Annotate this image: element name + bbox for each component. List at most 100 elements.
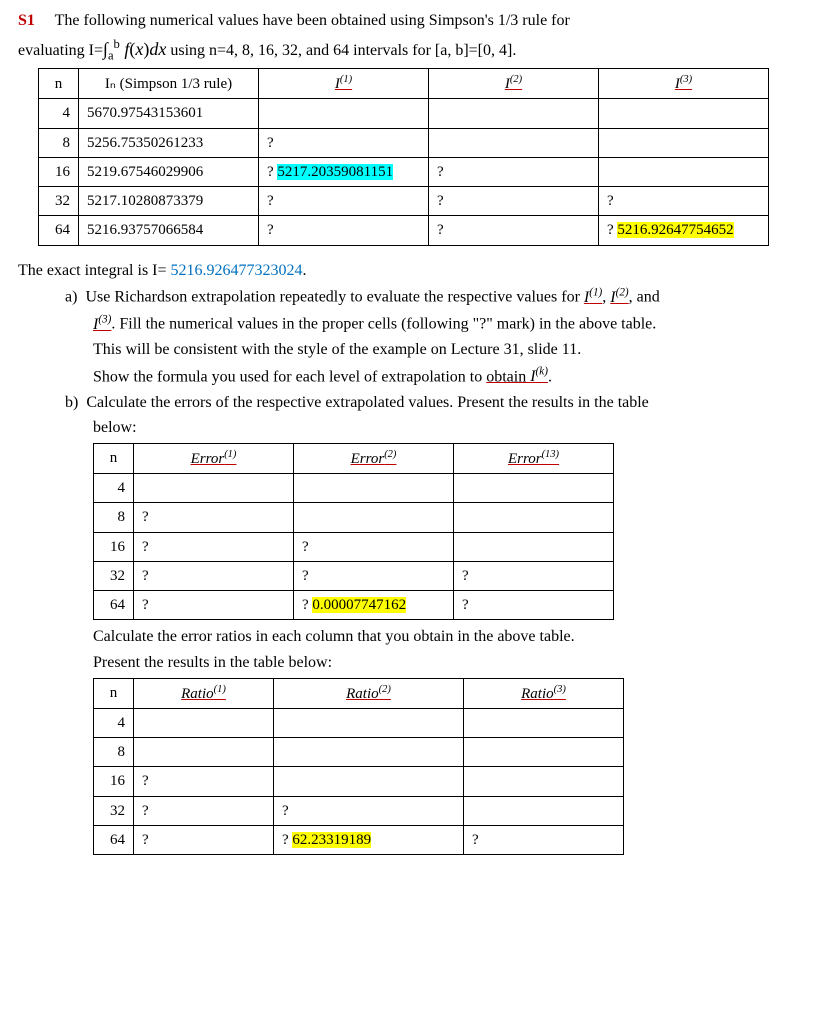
ratio-intro-2: Present the results in the table below: [18, 652, 795, 674]
table-row: 16?? [94, 532, 614, 561]
cell-I1: ? 5217.20359081151 [259, 157, 429, 186]
table2-body: 48?16??32???64?? 0.00007747162? [94, 474, 614, 620]
cell-e1: ? [134, 503, 294, 532]
cell-r3 [464, 796, 624, 825]
cell-e3: ? [454, 561, 614, 590]
part-b-line1: b) Calculate the errors of the respectiv… [18, 392, 795, 414]
col-n3: n [94, 678, 134, 708]
cell-r1: ? [134, 767, 274, 796]
cell-n: 32 [94, 796, 134, 825]
col-e3: Error(13) [454, 443, 614, 473]
cell-e3 [454, 532, 614, 561]
cell-I1 [259, 99, 429, 128]
cell-e3: ? [454, 591, 614, 620]
table-row: 32??? [94, 561, 614, 590]
cell-I3: ? [599, 187, 769, 216]
cell-n: 8 [39, 128, 79, 157]
part-a-line1: a) Use Richardson extrapolation repeated… [18, 285, 795, 308]
cell-e2 [294, 503, 454, 532]
cell-r3 [464, 767, 624, 796]
cell-In: 5219.67546029906 [79, 157, 259, 186]
cell-n: 8 [94, 503, 134, 532]
table1-body: 45670.9754315360185256.75350261233?16521… [39, 99, 769, 245]
cell-r2 [274, 708, 464, 737]
part-a-line3: This will be consistent with the style o… [18, 339, 795, 361]
part-b-label: b) [65, 394, 78, 411]
col-e1: Error(1) [134, 443, 294, 473]
cell-e1 [134, 474, 294, 503]
cell-n: 16 [94, 532, 134, 561]
cell-r2: ? [274, 796, 464, 825]
intro-line-1: S1 The following numerical values have b… [18, 10, 795, 32]
col-I1: I(1) [259, 69, 429, 99]
exact-post: . [303, 262, 307, 279]
cell-I1: ? [259, 187, 429, 216]
table-row: 8? [94, 503, 614, 532]
part-a-line4: Show the formula you used for each level… [18, 365, 795, 388]
I2-ref: I(2) [610, 289, 628, 306]
table-row: 45670.97543153601 [39, 99, 769, 128]
cell-e2: ? [294, 561, 454, 590]
col-e2: Error(2) [294, 443, 454, 473]
exact-pre: The exact integral is I= [18, 262, 171, 279]
cell-r1 [134, 738, 274, 767]
table-row: 165219.67546029906? 5217.20359081151? [39, 157, 769, 186]
table-row: 64?? 0.00007747162? [94, 591, 614, 620]
cell-n: 4 [94, 474, 134, 503]
cell-I2 [429, 99, 599, 128]
table3-header-row: n Ratio(1) Ratio(2) Ratio(3) [94, 678, 624, 708]
table-extrapolation: n Iₙ (Simpson 1/3 rule) I(1) I(2) I(3) 4… [38, 68, 769, 246]
col-r1: Ratio(1) [134, 678, 274, 708]
table3-body: 4816?32??64?? 62.23319189? [94, 708, 624, 854]
cell-I3 [599, 157, 769, 186]
cell-n: 16 [94, 767, 134, 796]
cell-I1: ? [259, 128, 429, 157]
table-row: 645216.93757066584??? 5216.92647754652 [39, 216, 769, 245]
obtain-link: obtain [486, 368, 530, 385]
cell-e2 [294, 474, 454, 503]
cell-n: 8 [94, 738, 134, 767]
part-a-line2: I(3). Fill the numerical values in the p… [18, 312, 795, 335]
col-In: Iₙ (Simpson 1/3 rule) [79, 69, 259, 99]
cell-r1 [134, 708, 274, 737]
Ik-ref: I(k) [530, 368, 548, 385]
cell-e1: ? [134, 532, 294, 561]
cell-n: 32 [94, 561, 134, 590]
cell-I3: ? 5216.92647754652 [599, 216, 769, 245]
col-I3: I(3) [599, 69, 769, 99]
col-r2: Ratio(2) [274, 678, 464, 708]
intro-text-1: The following numerical values have been… [55, 12, 570, 29]
cell-I2 [429, 128, 599, 157]
cell-e2: ? 0.00007747162 [294, 591, 454, 620]
cell-n: 32 [39, 187, 79, 216]
cell-I3 [599, 128, 769, 157]
table-row: 325217.10280873379??? [39, 187, 769, 216]
cell-In: 5216.93757066584 [79, 216, 259, 245]
part-a-label: a) [65, 289, 77, 306]
intro-line-2: evaluating I=∫ab f(x)dx using n=4, 8, 16… [18, 36, 795, 65]
cell-I3 [599, 99, 769, 128]
cell-n: 64 [39, 216, 79, 245]
table-errors: n Error(1) Error(2) Error(13) 48?16??32?… [93, 443, 614, 621]
table-row: 16? [94, 767, 624, 796]
problem-label: S1 [18, 12, 35, 29]
col-I2: I(2) [429, 69, 599, 99]
cell-e2: ? [294, 532, 454, 561]
table-row: 64?? 62.23319189? [94, 825, 624, 854]
cell-r3: ? [464, 825, 624, 854]
integral-expression: ∫ab f(x)dx [103, 39, 166, 59]
cell-I2: ? [429, 216, 599, 245]
cell-In: 5256.75350261233 [79, 128, 259, 157]
table-row: 4 [94, 474, 614, 503]
exact-integral-line: The exact integral is I= 5216.9264773230… [18, 260, 795, 282]
cell-e3 [454, 503, 614, 532]
col-r3: Ratio(3) [464, 678, 624, 708]
table-row: 8 [94, 738, 624, 767]
cell-I2: ? [429, 157, 599, 186]
intro-text-2b: using n=4, 8, 16, 32, and 64 intervals f… [166, 42, 516, 59]
cell-n: 64 [94, 825, 134, 854]
cell-r1: ? [134, 796, 274, 825]
cell-I1: ? [259, 216, 429, 245]
part-a-text1: Use Richardson extrapolation repeatedly … [85, 289, 583, 306]
intro-text-2a: evaluating I= [18, 42, 103, 59]
